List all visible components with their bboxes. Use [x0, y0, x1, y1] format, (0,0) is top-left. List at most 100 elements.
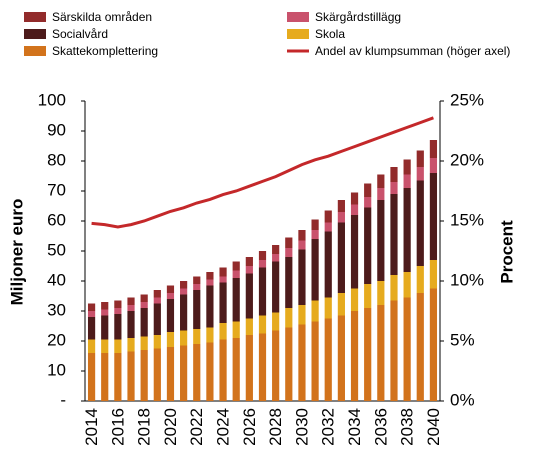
- y-tick-label: 10: [47, 360, 66, 379]
- line: [91, 116, 434, 229]
- bar-segment: [390, 275, 398, 301]
- legend-swatch: [287, 29, 309, 39]
- bar-segment: [87, 303, 96, 311]
- bar-segment: [114, 314, 122, 340]
- x-tick-label: 2024: [214, 408, 233, 446]
- bar-segment: [153, 335, 161, 349]
- bar-segment: [311, 300, 319, 322]
- bar-segment: [114, 308, 122, 314]
- y2-tick-label: 0%: [450, 390, 475, 409]
- bar-segment: [232, 321, 240, 338]
- bar-segment: [350, 311, 359, 401]
- bar-segment: [87, 317, 96, 340]
- bar-segment: [232, 261, 240, 271]
- bar-segment: [311, 219, 319, 230]
- bar-segment: [324, 222, 332, 232]
- x-tick-label: 2016: [108, 408, 127, 446]
- x-tick-label: 2018: [135, 408, 154, 446]
- y2-tick-label: 20%: [450, 150, 484, 169]
- y2-axis-title: Procent: [497, 220, 516, 284]
- bar-segment: [364, 308, 372, 401]
- bar-segment: [127, 351, 135, 401]
- bar-segment: [219, 282, 227, 323]
- bar-segment: [219, 323, 227, 340]
- bar-segment: [337, 200, 345, 212]
- bar-segment: [298, 324, 306, 401]
- bar-segment: [180, 288, 188, 295]
- bar-segment: [232, 338, 240, 401]
- bar-segment: [180, 294, 188, 331]
- y-tick-label: 50: [47, 240, 66, 259]
- bar-segment: [403, 272, 411, 298]
- bar-segment: [166, 285, 175, 293]
- bar-segment: [350, 192, 359, 205]
- bar-segment: [153, 297, 161, 304]
- bar-segment: [337, 293, 345, 316]
- bar-segment: [429, 158, 438, 173]
- bar-segment: [153, 303, 161, 335]
- bar-segment: [298, 249, 306, 305]
- bar-segment: [324, 297, 332, 319]
- bar-segment: [429, 260, 438, 289]
- x-tick-label: 2022: [187, 408, 206, 446]
- bar-segment: [258, 267, 267, 316]
- y-tick-label: 70: [47, 180, 66, 199]
- bar-segment: [272, 330, 280, 401]
- bar-segment: [193, 344, 201, 401]
- bar-segment: [416, 293, 424, 401]
- x-tick-label: 2020: [161, 408, 180, 446]
- bar-segment: [101, 315, 109, 340]
- bar-segment: [101, 353, 109, 401]
- bar-segment: [350, 215, 359, 289]
- x-tick-label: 2014: [82, 408, 101, 446]
- bar-segment: [245, 273, 253, 319]
- bar-segment: [272, 254, 280, 262]
- bar-segment: [114, 339, 122, 353]
- legend-label: Skola: [315, 27, 345, 41]
- bar-segment: [219, 276, 227, 283]
- bar-segment: [377, 200, 385, 281]
- bar-segment: [180, 345, 188, 401]
- bar-segment: [127, 311, 135, 338]
- legend-label: Skattekomplettering: [52, 44, 158, 58]
- x-tick-label: 2026: [240, 408, 259, 446]
- bar-segment: [140, 350, 148, 401]
- bar-segment: [390, 182, 398, 194]
- bar-segment: [377, 305, 385, 401]
- y2-tick-label: 15%: [450, 210, 484, 229]
- bar-segment: [390, 300, 398, 401]
- bar-segment: [403, 297, 411, 401]
- y-axis-title: Miljoner euro: [7, 199, 26, 306]
- x-tick-label: 2036: [371, 408, 390, 446]
- bar-segment: [140, 302, 148, 308]
- bar-segment: [272, 312, 280, 331]
- bar-segment: [166, 293, 175, 299]
- bar-segment: [390, 194, 398, 275]
- bar-segment: [429, 173, 438, 260]
- bar-segment: [324, 210, 332, 223]
- bar-segment: [403, 188, 411, 272]
- bar-segment: [153, 290, 161, 298]
- bar-segment: [350, 288, 359, 311]
- bar-segment: [298, 305, 306, 325]
- bar-segment: [364, 197, 372, 208]
- bar-segment: [258, 333, 267, 401]
- y-tick-label: 40: [47, 270, 66, 289]
- x-tick-label: 2032: [319, 408, 338, 446]
- bar-segment: [193, 276, 201, 284]
- legend-swatch: [24, 29, 46, 39]
- legend-label: Skärgårdstillägg: [315, 10, 401, 24]
- bar-segment: [245, 335, 253, 401]
- bar-segment: [180, 281, 188, 289]
- bar-segment: [298, 230, 306, 241]
- bar-segment: [377, 188, 385, 200]
- bar-segment: [206, 272, 214, 280]
- legend-swatch: [24, 46, 46, 56]
- bar-segment: [337, 212, 345, 223]
- y-tick-label: -: [60, 390, 66, 409]
- x-tick-label: 2030: [292, 408, 311, 446]
- bar-segment: [206, 285, 214, 328]
- bar-segment: [166, 332, 175, 347]
- bar-segment: [245, 318, 253, 335]
- y2-tick-label: 25%: [450, 90, 484, 109]
